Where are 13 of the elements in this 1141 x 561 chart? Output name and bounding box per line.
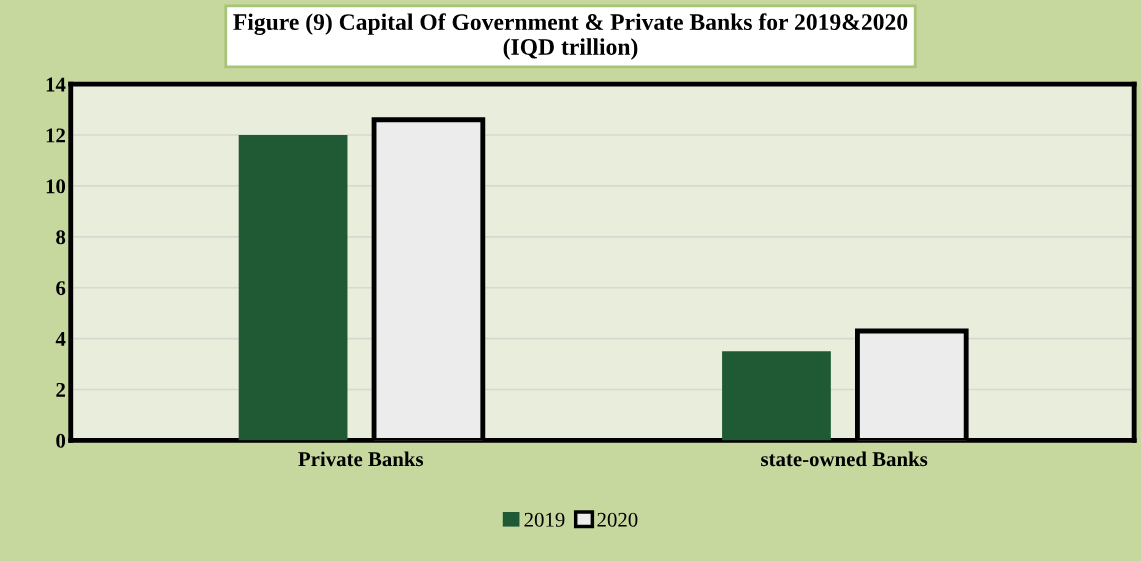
legend-label: 2019 [524,512,565,527]
chart-title: Figure (9) Capital Of Government & Private Banks for 2019&2020 (IQD trillion) [233,13,908,60]
y-tick-label: 10 [46,179,66,194]
y-tick-label: 12 [46,128,65,143]
y-tick-label: 2 [56,382,65,397]
y-tick-label: 4 [55,332,66,346]
x-tick-label: Private Banks [298,451,424,467]
y-tick-label: 6 [56,281,66,296]
y-tick-label: 14 [46,77,66,92]
y-tick-label: 8 [56,230,66,245]
y-tick-label: 0 [56,433,66,448]
x-tick-label: state-owned Banks [761,451,928,467]
legend-label: 2020 [597,512,638,527]
